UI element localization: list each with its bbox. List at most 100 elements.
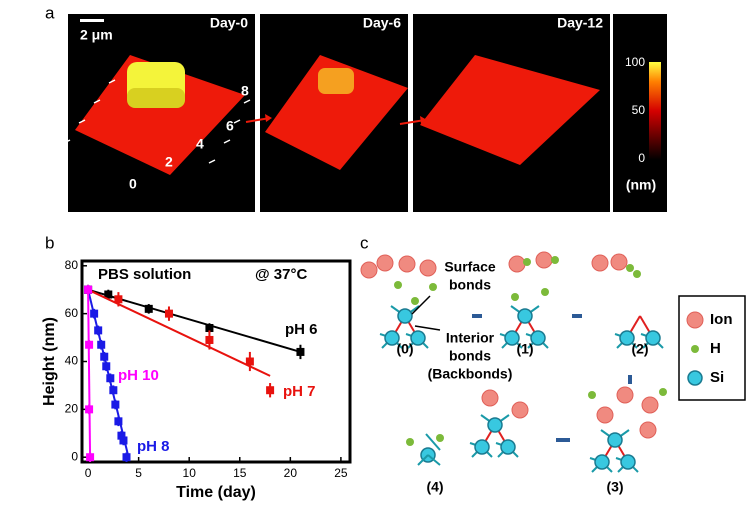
silicon <box>487 417 503 433</box>
hydrogen <box>523 258 531 266</box>
point <box>245 357 254 366</box>
hydrogen <box>406 438 414 446</box>
point <box>111 400 120 409</box>
chart-subtitle: @ 37°C <box>255 266 307 283</box>
chart-title: PBS solution <box>98 266 191 283</box>
point <box>205 324 214 332</box>
diagram: Surface bonds Interior bonds (Backbonds) (0) (… <box>360 251 746 495</box>
axis-label: 0 <box>129 176 137 192</box>
y-tick-label: 60 <box>65 306 79 320</box>
silicon <box>619 330 635 346</box>
series-label: pH 10 <box>118 367 159 384</box>
axis-label: 4 <box>196 136 204 152</box>
point <box>100 352 109 361</box>
ion <box>508 255 526 273</box>
hydrogen <box>626 264 634 272</box>
point <box>97 340 106 349</box>
annotation: bonds <box>449 348 491 364</box>
chart: 0 5 10 15 20 25 0 20 40 60 80 Time (day) Height (nm)… <box>41 258 352 501</box>
silicon <box>620 454 636 470</box>
stage-label: (2) <box>631 341 648 357</box>
hydrogen <box>429 283 437 291</box>
colorbar-unit: (nm) <box>626 177 656 193</box>
axis-tick <box>243 99 251 104</box>
axis-tick <box>233 119 241 124</box>
stage-label: (4) <box>426 479 443 495</box>
x-axis-label: Time (day) <box>176 484 256 501</box>
ion <box>376 254 394 272</box>
pointer <box>414 325 441 331</box>
arrow-head <box>420 116 427 124</box>
legend-label: Ion <box>710 311 733 328</box>
point <box>84 285 93 294</box>
ion <box>535 251 553 269</box>
panel-label: b <box>45 233 54 252</box>
hydrogen <box>659 388 667 396</box>
legend-label: Si <box>710 369 724 386</box>
point <box>122 453 131 462</box>
point <box>85 405 94 414</box>
hydrogen <box>436 434 444 442</box>
point <box>117 431 126 440</box>
stage-label: (3) <box>606 479 623 495</box>
fit-line <box>87 289 92 458</box>
point <box>102 362 111 371</box>
arrow-head <box>265 114 272 122</box>
silicon <box>517 308 533 324</box>
fit-line <box>87 288 301 353</box>
plot-frame <box>80 259 352 464</box>
hydrogen <box>551 256 559 264</box>
series-label: pH 8 <box>137 438 170 455</box>
stage-label: (0) <box>396 341 413 357</box>
ion <box>511 401 529 419</box>
silicon <box>500 439 516 455</box>
ion <box>360 261 378 279</box>
silicon <box>384 330 400 346</box>
hydrogen <box>394 281 402 289</box>
point <box>106 374 115 383</box>
point <box>205 335 214 344</box>
ion <box>641 396 659 414</box>
ion <box>610 253 628 271</box>
ion <box>481 389 499 407</box>
point <box>144 304 153 313</box>
pointer <box>411 295 431 315</box>
silicon <box>474 439 490 455</box>
image-label: Day-6 <box>363 15 401 31</box>
axis-tick <box>63 139 71 144</box>
series-label: pH 6 <box>285 321 318 338</box>
axis-label: 2 <box>165 154 173 170</box>
silicon <box>607 432 623 448</box>
point <box>119 436 128 445</box>
bond <box>427 454 441 466</box>
silicon <box>594 454 610 470</box>
silicon <box>645 330 661 346</box>
silicon <box>504 330 520 346</box>
y-tick-label: 80 <box>65 258 79 272</box>
point <box>94 326 103 335</box>
x-tick-label: 25 <box>334 466 348 480</box>
ion <box>616 386 634 404</box>
hydrogen <box>411 297 419 305</box>
surface <box>265 55 408 170</box>
x-tick-label: 15 <box>233 466 247 480</box>
point <box>266 386 275 395</box>
x-tick-label: 10 <box>183 466 197 480</box>
ion <box>686 311 704 329</box>
annotation: Interior <box>446 330 495 346</box>
colorbar-tick: 50 <box>632 103 646 117</box>
silicon <box>530 330 546 346</box>
image-label: Day-12 <box>557 15 603 31</box>
axis-tick <box>93 99 101 104</box>
particle <box>318 68 354 94</box>
hydrogen <box>588 391 596 399</box>
axis-tick <box>223 139 231 144</box>
axis-tick <box>108 79 116 84</box>
stage-label: (1) <box>516 341 533 357</box>
x-tick-label: 0 <box>85 466 92 480</box>
point <box>86 453 95 462</box>
panel-label: c <box>360 233 369 252</box>
annotation: bonds <box>449 277 491 293</box>
colorbar-tick: 100 <box>625 55 645 69</box>
